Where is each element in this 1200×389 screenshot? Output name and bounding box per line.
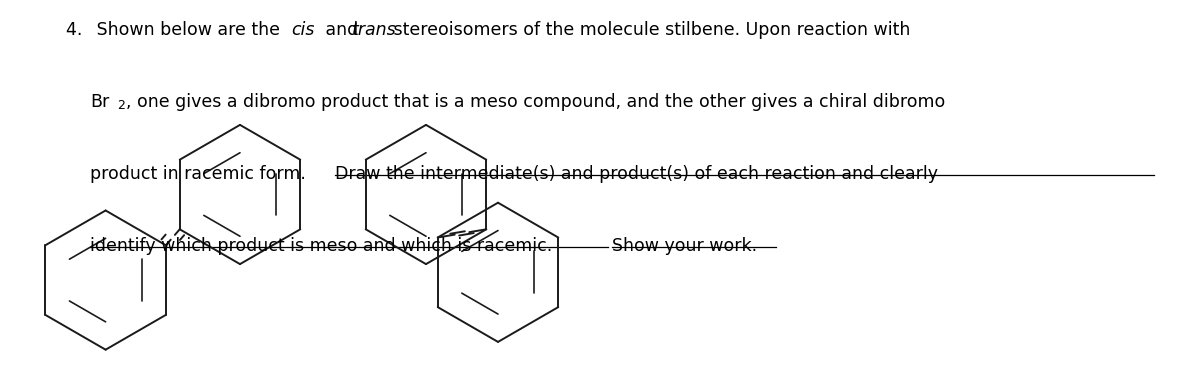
Text: , one gives a dibromo product that is a meso compound, and the other gives a chi: , one gives a dibromo product that is a …: [126, 93, 946, 111]
Text: 2: 2: [118, 99, 126, 112]
Text: Show your work.: Show your work.: [612, 237, 757, 255]
Text: identify which product is meso and which is racemic.: identify which product is meso and which…: [90, 237, 562, 255]
Text: stereoisomers of the molecule stilbene. Upon reaction with: stereoisomers of the molecule stilbene. …: [388, 21, 910, 39]
Text: 4.  Shown below are the: 4. Shown below are the: [66, 21, 286, 39]
Text: Draw the intermediate(s) and product(s) of each reaction and clearly: Draw the intermediate(s) and product(s) …: [335, 165, 938, 183]
Text: product in racemic form.: product in racemic form.: [90, 165, 314, 183]
Text: Br: Br: [90, 93, 109, 111]
Text: trans: trans: [352, 21, 396, 39]
Text: cis: cis: [292, 21, 314, 39]
Text: and: and: [320, 21, 364, 39]
